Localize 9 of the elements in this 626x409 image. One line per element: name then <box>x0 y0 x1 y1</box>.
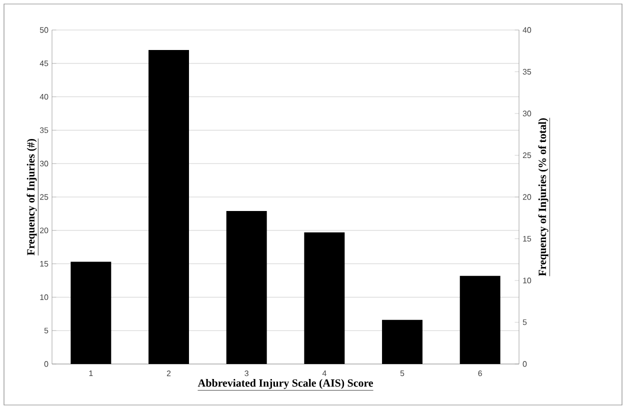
x-axis-title: Abbreviated Injury Scale (AIS) Score <box>198 379 373 389</box>
bar <box>460 276 500 364</box>
bar <box>70 262 112 364</box>
bar <box>382 320 422 364</box>
bar <box>226 211 267 364</box>
y-axis-title: Frequency of Injuries (#) <box>26 138 37 256</box>
y2-axis-title: Frequency of Injuries (% of total) <box>538 118 548 276</box>
bar <box>148 50 189 364</box>
bar <box>304 232 345 364</box>
